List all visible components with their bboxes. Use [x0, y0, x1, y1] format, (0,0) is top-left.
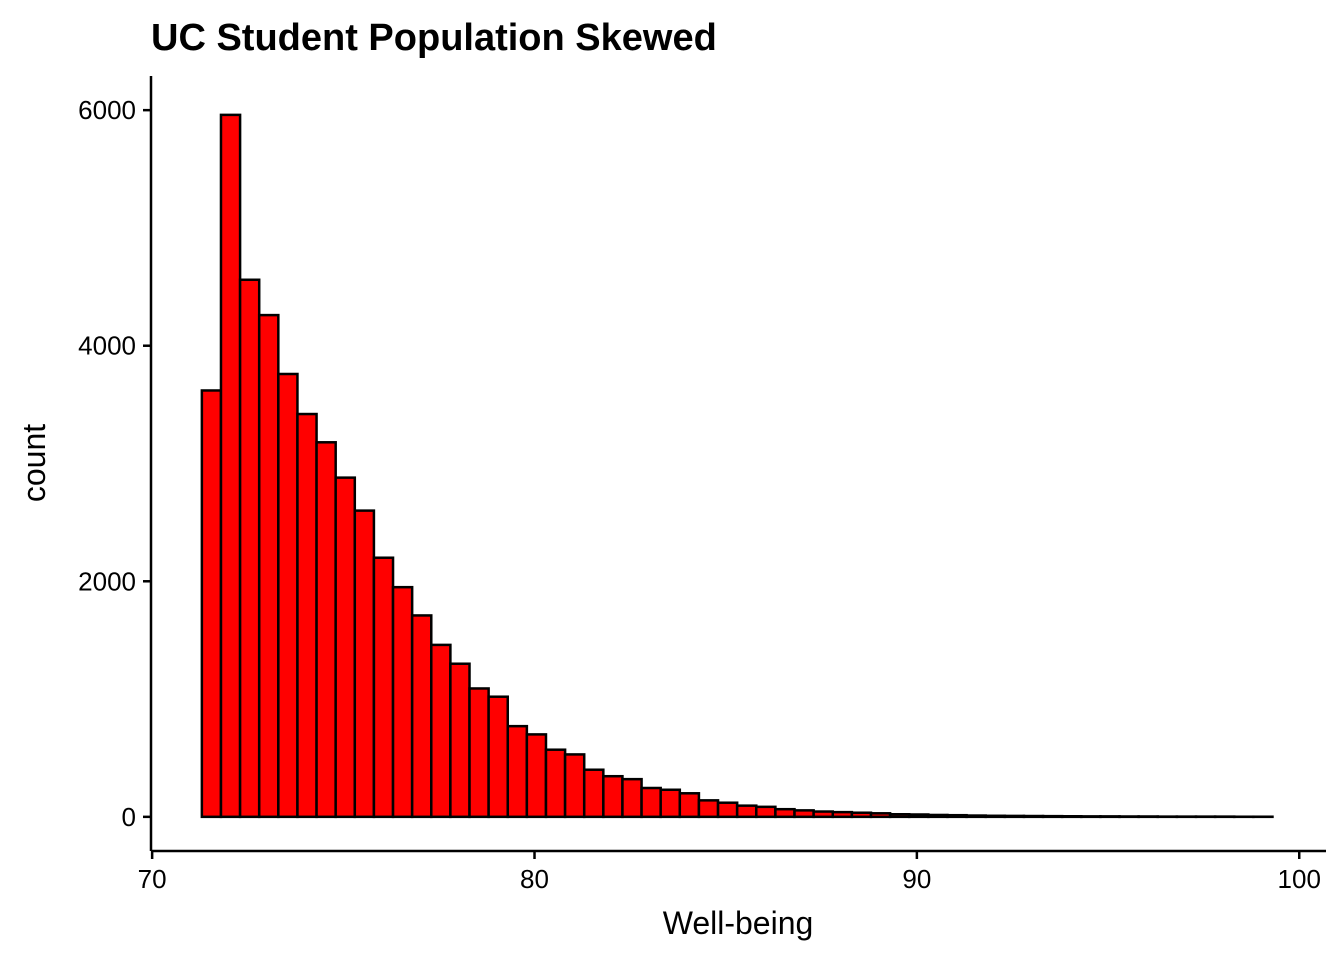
histogram-bar: [946, 813, 968, 819]
histogram-bar: [621, 777, 643, 819]
histogram-bar: [372, 556, 395, 819]
histogram-bar: [659, 788, 682, 819]
histogram-bar: [888, 813, 911, 819]
x-tick-label: 90: [902, 864, 931, 894]
histogram-bar: [582, 768, 605, 819]
histogram-bar: [907, 813, 930, 819]
histogram-bar: [774, 807, 796, 819]
histogram-bar: [430, 643, 452, 819]
y-tick-label: 2000: [78, 566, 136, 596]
histogram-bar: [812, 810, 835, 819]
histogram-bar: [296, 412, 318, 819]
histogram-bar: [257, 313, 280, 819]
y-tick-label: 6000: [78, 95, 136, 125]
histogram-bar: [391, 585, 414, 819]
histogram-bar: [869, 812, 892, 819]
x-tick-label: 80: [520, 864, 549, 894]
histogram-bar: [525, 733, 548, 819]
histogram-bar: [793, 809, 815, 819]
histogram-bar: [200, 389, 223, 819]
histogram-bar: [334, 476, 357, 819]
histogram-bar: [984, 814, 1007, 819]
y-axis-ticks: 0 2000 4000 6000: [78, 95, 151, 832]
x-tick-label: 100: [1278, 864, 1321, 894]
chart-title: UC Student Population Skewed: [151, 17, 717, 59]
histogram-bar: [678, 792, 701, 819]
histogram-bar: [735, 804, 758, 819]
histogram-bar: [219, 113, 242, 819]
x-axis-title: Well-being: [663, 905, 814, 941]
histogram-bar: [927, 813, 949, 819]
histogram-bar: [850, 811, 873, 819]
histogram-bar: [640, 786, 662, 819]
histogram-bar: [277, 372, 299, 819]
histogram-bar: [315, 441, 337, 819]
histogram-bar: [506, 724, 529, 819]
histogram-bar: [449, 662, 471, 819]
histogram-bar: [1041, 814, 1064, 819]
y-tick-label: 4000: [78, 331, 136, 361]
histogram-bar: [697, 799, 720, 819]
histogram-bar: [563, 753, 586, 819]
x-tick-label: 70: [138, 864, 167, 894]
histogram-bar: [468, 687, 490, 819]
histogram-bar: [965, 814, 987, 819]
histogram-bar: [716, 801, 739, 819]
histogram-bar: [831, 810, 854, 819]
histogram-bar: [602, 774, 624, 819]
histogram-bar: [1022, 814, 1045, 819]
histogram-bar: [544, 748, 567, 819]
histogram-bar: [1060, 815, 1083, 819]
histogram-bar: [238, 278, 261, 819]
histogram-bar: [353, 509, 376, 819]
y-axis-title: count: [16, 424, 52, 502]
histogram-bars: [200, 113, 1274, 819]
y-tick-label: 0: [122, 802, 136, 832]
histogram-bar: [487, 695, 509, 819]
histogram-bar: [1003, 814, 1026, 819]
histogram-bar: [410, 614, 433, 819]
x-axis-ticks: 70 80 90 100: [138, 851, 1321, 894]
histogram-bar: [755, 805, 777, 819]
